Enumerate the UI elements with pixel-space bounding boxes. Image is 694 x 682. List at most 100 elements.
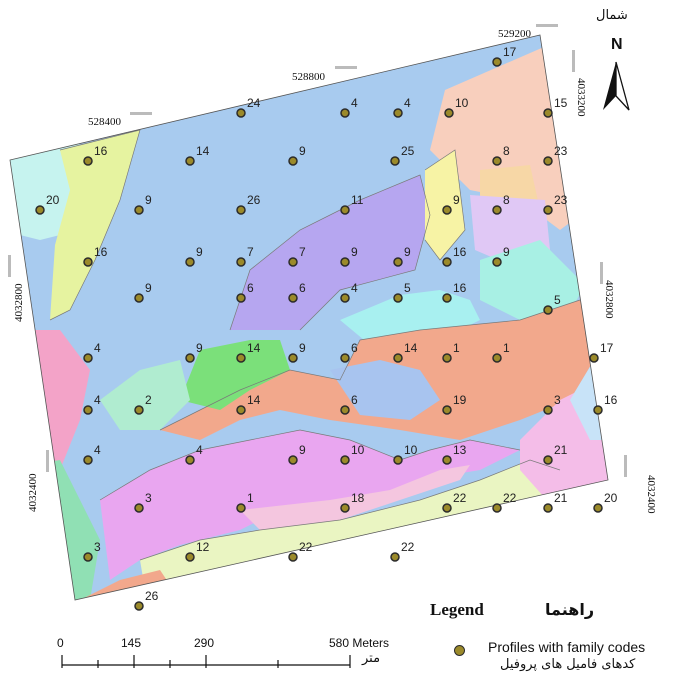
profile-point [543, 156, 553, 166]
profile-code-label: 9 [299, 443, 306, 457]
profile-point [442, 503, 452, 513]
profile-point [134, 405, 144, 415]
profile-point [393, 257, 403, 267]
profile-code-label: 21 [554, 491, 568, 505]
profile-code-label: 9 [299, 144, 306, 158]
profile-point [83, 353, 93, 363]
profile-code-label: 1 [453, 341, 460, 355]
profile-point [393, 353, 403, 363]
profile-code-label: 15 [554, 96, 568, 110]
profile-point [340, 455, 350, 465]
profile-code-label: 9 [453, 193, 460, 207]
region-aqua [10, 140, 80, 240]
profile-point [492, 57, 502, 67]
profile-point [83, 455, 93, 465]
profile-code-label: 9 [196, 341, 203, 355]
profile-point [492, 205, 502, 215]
legend-item-fa: کدهای فامیل های پروفیل [500, 657, 636, 672]
profile-code-label: 10 [455, 96, 469, 110]
profile-code-label: 4 [351, 281, 358, 295]
profile-point [390, 156, 400, 166]
profile-code-label: 17 [503, 45, 517, 59]
coord-top-529200: 529200 [498, 28, 532, 40]
profile-code-label: 14 [404, 341, 418, 355]
legend-item: Profiles with family codes [488, 639, 646, 655]
profile-code-label: 18 [351, 491, 365, 505]
profile-point [83, 405, 93, 415]
profile-point [492, 503, 502, 513]
profile-code-label: 16 [94, 144, 108, 158]
profile-code-label: 14 [196, 144, 210, 158]
profile-code-label: 16 [453, 245, 467, 259]
coord-top-528400: 528400 [88, 116, 122, 128]
profile-point [236, 503, 246, 513]
profile-code-label: 7 [247, 245, 254, 259]
profile-point [185, 353, 195, 363]
profile-code-label: 1 [247, 491, 254, 505]
profile-point [288, 293, 298, 303]
profile-point [543, 405, 553, 415]
profile-code-label: 3 [94, 540, 101, 554]
profile-code-label: 25 [401, 144, 415, 158]
profile-point [134, 205, 144, 215]
region-yellowgreen [50, 130, 140, 320]
profile-code-label: 4 [94, 393, 101, 407]
scale-unit-fa: متر [362, 651, 381, 666]
scale-bar [61, 655, 351, 668]
profile-code-label: 16 [94, 245, 108, 259]
region-yellow [425, 150, 465, 260]
profile-point [390, 552, 400, 562]
profile-code-label: 6 [351, 393, 358, 407]
region-lightpink [240, 465, 470, 530]
profile-code-label: 20 [604, 491, 618, 505]
profile-code-label: 4 [196, 443, 203, 457]
north-label-fa: شمال [596, 8, 628, 23]
region-lime [180, 340, 290, 410]
profile-point [340, 108, 350, 118]
profile-point [589, 353, 599, 363]
profile-point [288, 257, 298, 267]
profile-point [83, 156, 93, 166]
legend-point-icon [454, 645, 465, 656]
profile-point [442, 257, 452, 267]
profile-point [236, 405, 246, 415]
coord-right-4032400: 4032400 [645, 475, 657, 514]
profile-code-label: 14 [247, 341, 261, 355]
profile-code-label: 4 [94, 341, 101, 355]
profile-point [236, 108, 246, 118]
profile-code-label: 22 [401, 540, 415, 554]
profile-code-label: 2 [145, 393, 152, 407]
profile-code-label: 5 [404, 281, 411, 295]
profile-point [185, 552, 195, 562]
profile-code-label: 14 [247, 393, 261, 407]
profile-point [543, 305, 553, 315]
profile-code-label: 1 [503, 341, 510, 355]
coord-left-4032800: 4032800 [13, 283, 25, 322]
profile-code-label: 12 [196, 540, 210, 554]
profile-point [134, 503, 144, 513]
profile-code-label: 13 [453, 443, 467, 457]
profile-code-label: 22 [453, 491, 467, 505]
profile-point [492, 156, 502, 166]
profile-point [236, 205, 246, 215]
profile-code-label: 19 [453, 393, 467, 407]
profile-code-label: 5 [554, 293, 561, 307]
profile-code-label: 17 [600, 341, 614, 355]
profile-point [442, 405, 452, 415]
profile-point [593, 405, 603, 415]
legend-title: Legend [430, 600, 484, 619]
profile-point [442, 293, 452, 303]
profile-code-label: 9 [404, 245, 411, 259]
profile-point [393, 108, 403, 118]
region-purple [230, 175, 430, 330]
profile-code-label: 20 [46, 193, 60, 207]
north-arrow-icon [603, 61, 630, 111]
profile-point [444, 108, 454, 118]
legend-title-fa: راهنما [545, 600, 595, 619]
map-frame [9, 34, 609, 601]
profile-code-label: 3 [554, 393, 561, 407]
profile-point [492, 257, 502, 267]
profile-point [236, 293, 246, 303]
